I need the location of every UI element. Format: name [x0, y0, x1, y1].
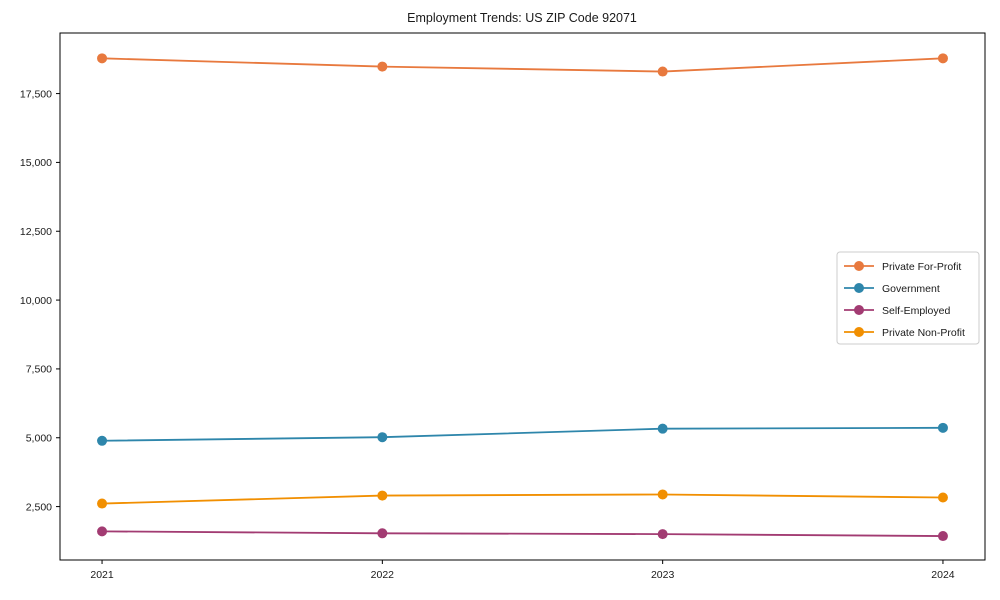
legend-label-self-employed: Self-Employed: [882, 305, 950, 317]
plot-border: [59, 32, 986, 561]
chart-series: [97, 53, 948, 542]
series-line-self-employed: [102, 530, 943, 537]
series-line-private-for-profit: [102, 57, 943, 73]
x-tick-label: 2022: [371, 569, 395, 581]
data-point-self-employed-2023: [657, 529, 668, 540]
y-tick-label: 15,000: [20, 157, 52, 169]
y-tick-label: 2,500: [26, 501, 52, 513]
y-tick-label: 17,500: [20, 88, 52, 100]
legend-marker-dot: [854, 305, 864, 315]
series-line-government: [102, 426, 943, 442]
legend-marker-dot: [854, 327, 864, 337]
data-point-self-employed-2021: [97, 526, 108, 537]
data-point-private-for-profit-2022: [377, 61, 388, 72]
x-tick-label: 2024: [931, 569, 955, 581]
legend-box: [836, 251, 980, 345]
legend-label-government: Government: [882, 283, 940, 295]
data-point-government-2021: [97, 435, 108, 446]
series-self-employed: [97, 526, 948, 542]
data-point-private-non-profit-2023: [657, 489, 668, 500]
data-point-private-for-profit-2023: [657, 66, 668, 77]
y-tick-label: 12,500: [20, 226, 52, 238]
data-point-private-non-profit-2024: [937, 492, 948, 503]
data-point-private-non-profit-2021: [97, 498, 108, 509]
axis-ticks: 2,500 5,000 7,500 10,000 12,500 15,000 17,500 2…: [20, 88, 955, 581]
data-point-government-2022: [377, 432, 388, 443]
series-government: [97, 422, 948, 446]
data-point-private-for-profit-2024: [937, 53, 948, 64]
series-private-non-profit: [97, 489, 948, 509]
y-tick-label: 7,500: [26, 364, 52, 376]
data-point-government-2023: [657, 423, 668, 434]
legend-entry-private-non-profit: Private Non-Profit: [844, 327, 965, 339]
x-tick-label: 2021: [90, 569, 114, 581]
x-tick-label: 2023: [651, 569, 675, 581]
legend-entry-self-employed: Self-Employed: [844, 305, 950, 317]
data-point-private-for-profit-2021: [97, 53, 108, 64]
legend-marker-dot: [854, 283, 864, 293]
legend-label-private-non-profit: Private Non-Profit: [882, 327, 965, 339]
legend-entry-government: Government: [844, 283, 940, 295]
series-line-private-non-profit: [102, 493, 943, 505]
chart-title: Employment Trends: US ZIP Code 92071: [407, 11, 637, 25]
y-tick-label: 10,000: [20, 295, 52, 307]
data-point-self-employed-2024: [937, 531, 948, 542]
data-point-private-non-profit-2022: [377, 490, 388, 501]
legend-entry-private-for-profit: Private For-Profit: [844, 261, 961, 273]
legend-label-private-for-profit: Private For-Profit: [882, 261, 961, 273]
data-point-self-employed-2022: [377, 528, 388, 539]
legend-marker-dot: [854, 261, 864, 271]
chart-legend: Private For-Profit Government Self-Employe…: [836, 251, 980, 345]
y-tick-label: 5,000: [26, 432, 52, 444]
data-point-government-2024: [937, 422, 948, 433]
series-private-for-profit: [97, 53, 948, 77]
